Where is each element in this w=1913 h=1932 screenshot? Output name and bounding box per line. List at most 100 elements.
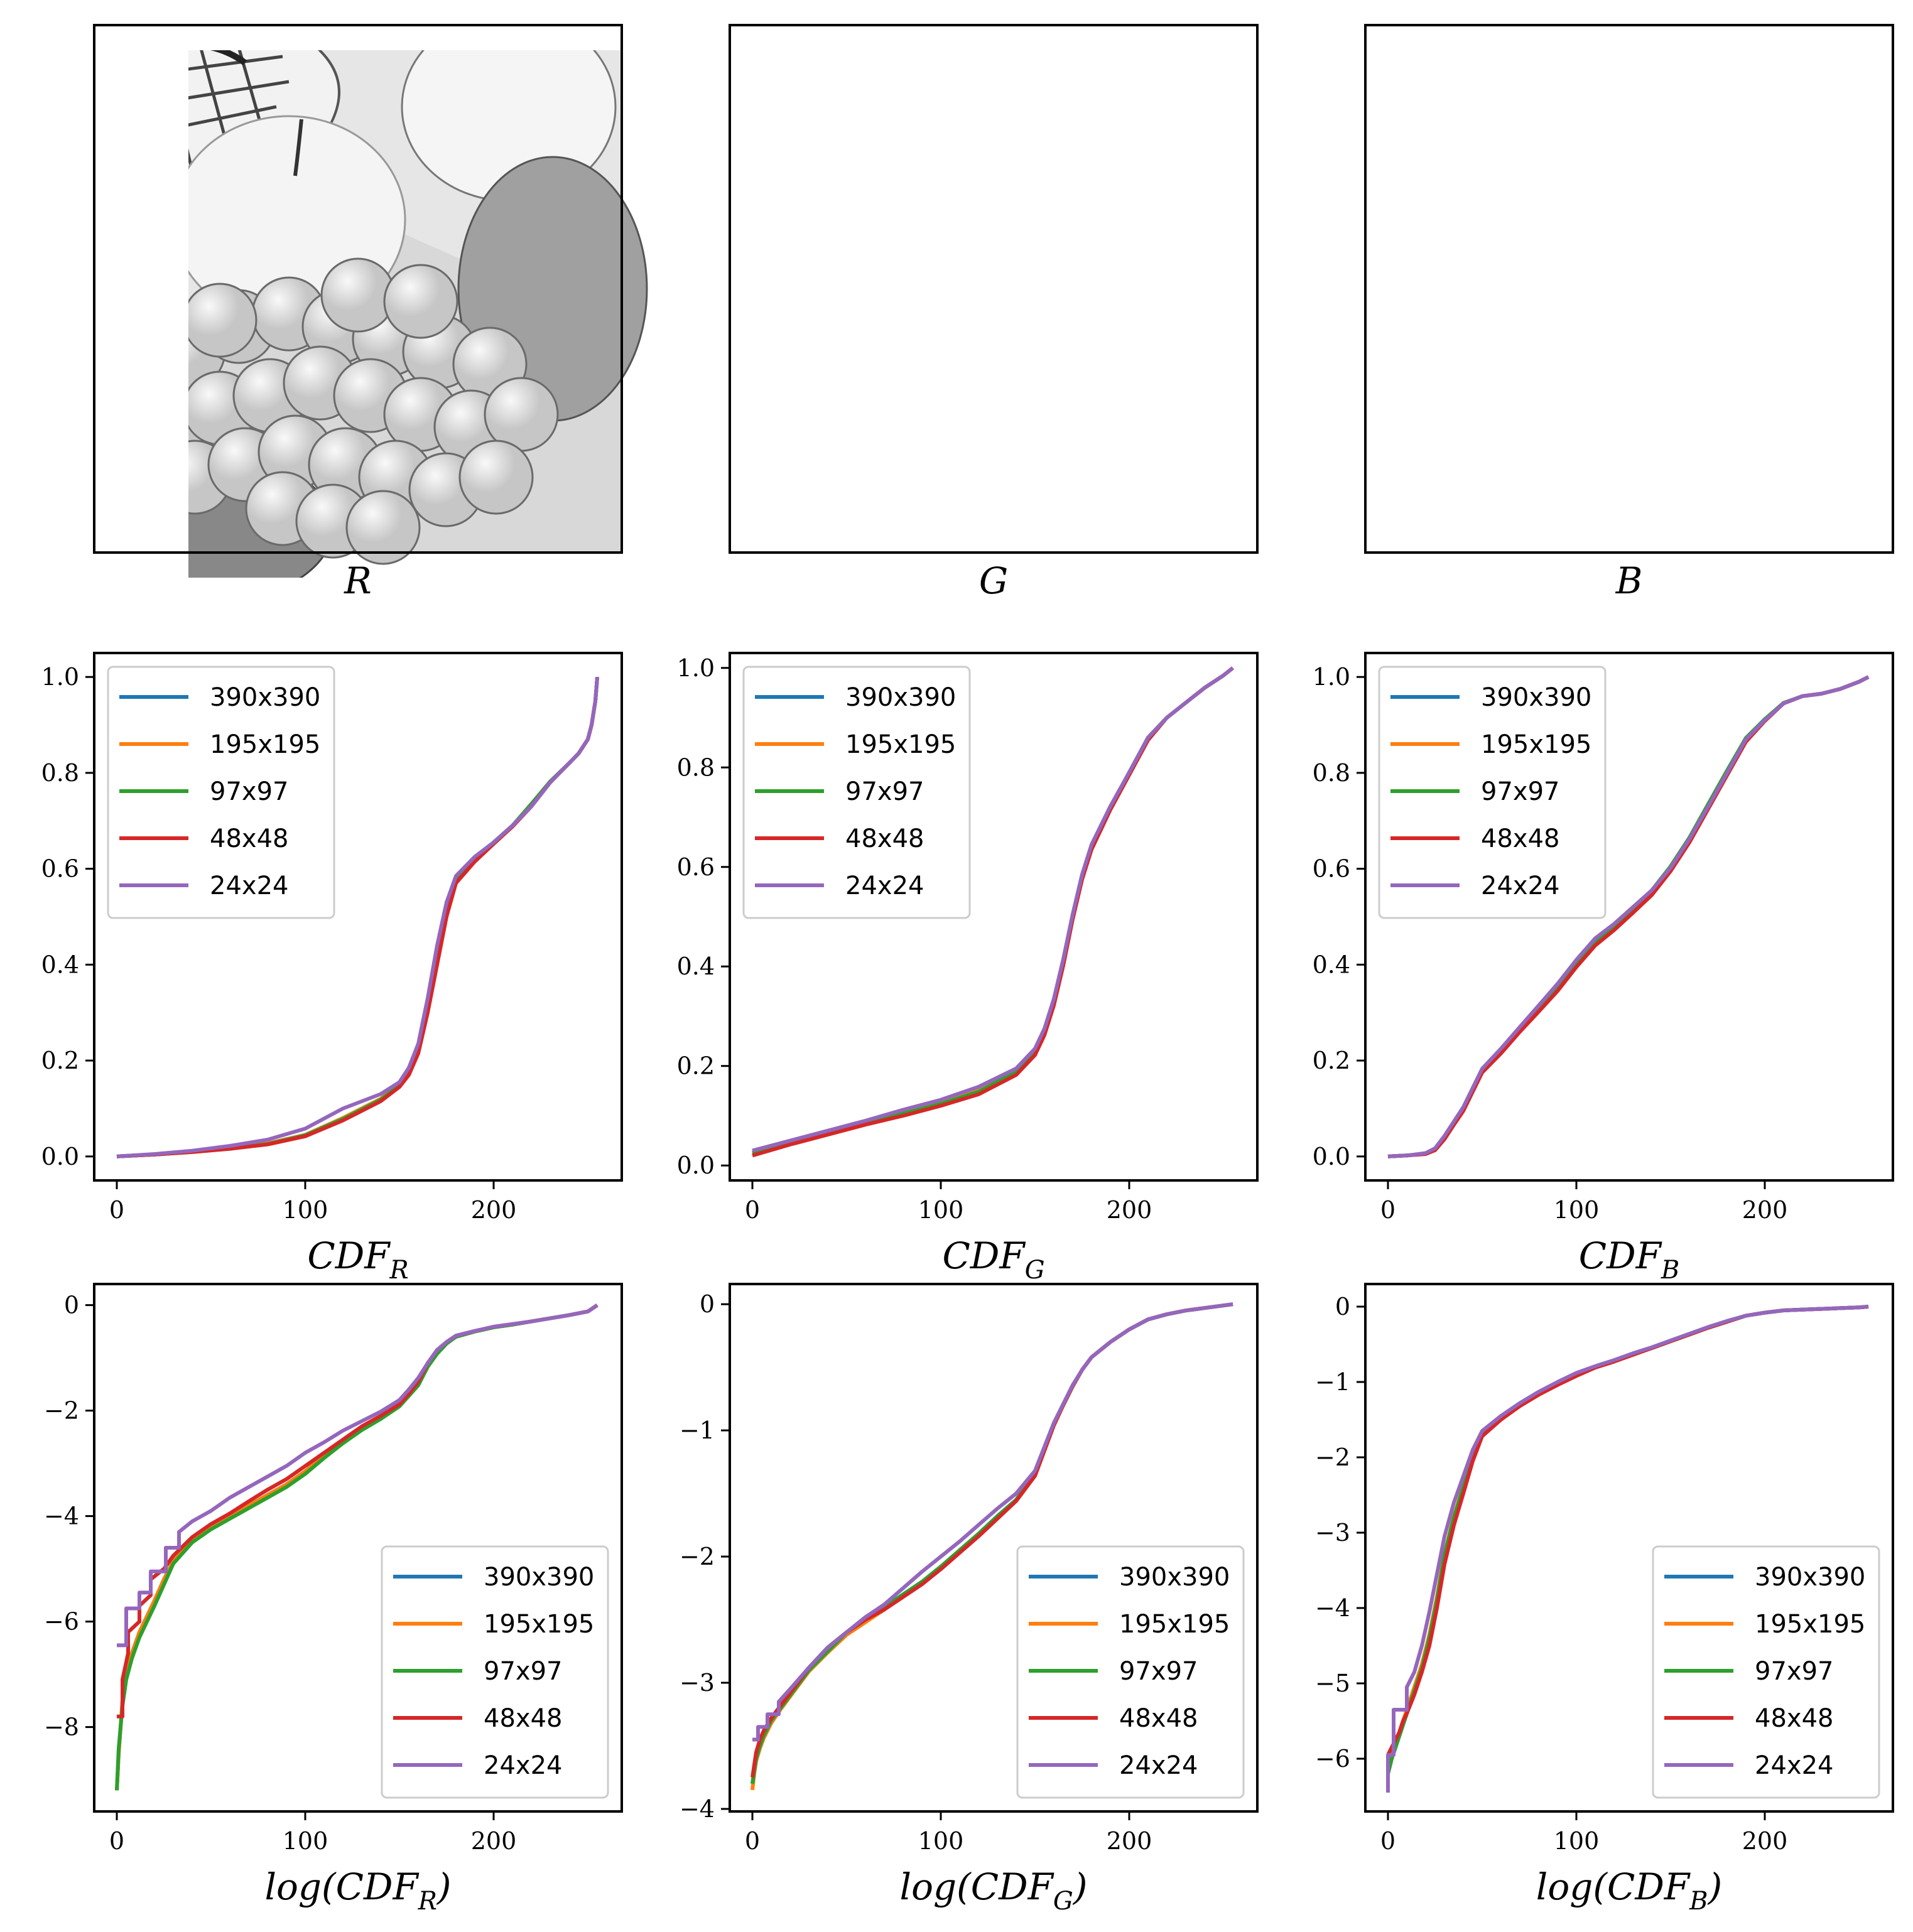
grape-5 <box>1624 303 1697 375</box>
image-panel-r <box>188 50 648 578</box>
y-tick-label: 1.0 <box>1313 663 1350 691</box>
legend-label-195x195: 195x195 <box>210 730 320 759</box>
legend-label-195x195: 195x195 <box>1119 1610 1230 1639</box>
x-axis-label: CDFG <box>942 1234 1044 1285</box>
x-tick-label: 100 <box>283 1196 328 1224</box>
grape-22 <box>1095 441 1168 514</box>
grape-highlight-5 <box>990 304 1060 374</box>
y-tick-label: 0.6 <box>41 855 79 883</box>
grape-highlight-21 <box>1682 455 1752 525</box>
legend-label-24x24: 24x24 <box>1755 1751 1833 1780</box>
y-tick-label: 1.0 <box>677 654 715 682</box>
grape-13 <box>1020 378 1093 451</box>
chart-log-cdf-b: 0 100 200 0 −1 −2 −3 −4 −5 −6 log(CDFB) 390x390 195x… <box>1315 1283 1894 1916</box>
grape-24 <box>932 485 1005 558</box>
channel-images: R G B <box>93 24 1894 602</box>
x-axis-label: log(CDFG) <box>900 1865 1088 1916</box>
x-tick-label: 100 <box>918 1827 964 1855</box>
x-axis-label: CDFR <box>307 1234 408 1285</box>
y-tick-label: −8 <box>44 1713 79 1741</box>
grape-highlight-6 <box>1040 316 1110 387</box>
legend-label-195x195: 195x195 <box>845 730 956 759</box>
y-tick-label: 0 <box>1335 1293 1350 1320</box>
grape-10 <box>869 359 942 432</box>
plot-frame <box>93 1283 623 1813</box>
legend: 390x390 195x195 97x97 48x48 24x24 <box>381 1545 609 1799</box>
grape-6 <box>1039 315 1112 388</box>
legend-label-390x390: 390x390 <box>845 683 956 712</box>
grape-5 <box>989 303 1061 375</box>
legend-label-97x97: 97x97 <box>1755 1657 1833 1686</box>
grape-12 <box>1605 359 1678 432</box>
grape-24 <box>1568 485 1640 558</box>
y-tick-label: 0.2 <box>677 1052 715 1080</box>
x-axis-label: log(CDFR) <box>264 1865 451 1916</box>
x-tick-label: 100 <box>918 1196 964 1224</box>
grape-2 <box>1473 290 1546 363</box>
chart-log-cdf-r: 0 100 200 0 −2 −4 −6 −8 log(CDFR) 390x390 195x195 9… <box>44 1283 623 1916</box>
grape-highlight-18 <box>1531 417 1601 487</box>
legend-label-48x48: 48x48 <box>484 1704 562 1733</box>
grape-14 <box>1706 391 1779 463</box>
plot-frame <box>1364 1283 1894 1813</box>
image-label-r: R <box>344 559 372 602</box>
grape-15 <box>1756 378 1829 451</box>
grape-highlight-28 <box>1021 266 1092 337</box>
grape-16 <box>794 441 867 514</box>
x-tick-label: 200 <box>1742 1827 1788 1855</box>
grape-4 <box>1574 290 1647 363</box>
grape-20 <box>995 441 1068 514</box>
legend-label-24x24: 24x24 <box>1119 1751 1198 1780</box>
x-tick-label: 0 <box>109 1196 124 1224</box>
grape-highlight-26 <box>188 285 255 355</box>
grape-highlight-21 <box>1046 455 1117 525</box>
y-tick-label: 0.2 <box>1313 1047 1350 1074</box>
grape-highlight-2 <box>839 291 909 362</box>
x-tick-label: 0 <box>745 1196 760 1224</box>
grape-highlight-9 <box>1456 373 1526 443</box>
grape-3 <box>888 278 961 350</box>
y-tick-label: −6 <box>44 1608 79 1636</box>
grape-22 <box>1731 441 1804 514</box>
grape-highlight-27 <box>323 260 393 330</box>
grape-highlight-12 <box>971 360 1041 431</box>
series-line-24x24 <box>1386 1305 1869 1793</box>
grape-18 <box>1530 416 1603 488</box>
grape-highlight-24 <box>1569 486 1639 556</box>
grape-highlight-13 <box>1657 379 1727 450</box>
legend-box <box>1378 666 1607 919</box>
grape-17 <box>1480 428 1553 501</box>
grape-highlight-14 <box>1707 392 1777 462</box>
chart-cdf-r: 0 100 200 0.0 0.2 0.4 0.6 0.8 1.0 CDFR 390x390 195x… <box>41 652 623 1285</box>
grape-19 <box>945 428 1017 501</box>
grape-highlight-9 <box>820 373 891 443</box>
grape-9 <box>1455 372 1527 445</box>
x-tick-label: 0 <box>1380 1196 1395 1224</box>
grape-7 <box>1725 328 1797 401</box>
chart-cdf-g: 0 100 200 0.0 0.2 0.4 0.6 0.8 1.0 CDFG 390x390 195x… <box>677 652 1259 1285</box>
grape-highlight-4 <box>940 291 1010 362</box>
grape-highlight-26 <box>1456 285 1526 355</box>
grapes-b <box>1379 259 1829 564</box>
legend: 390x390 195x195 97x97 48x48 24x24 <box>1378 666 1607 919</box>
grape-highlight-6 <box>1676 316 1746 387</box>
grape-highlight-25 <box>348 492 418 563</box>
y-tick-label: −4 <box>680 1795 715 1823</box>
grape-highlight-1 <box>1424 316 1495 387</box>
grape-highlight-1 <box>789 316 859 387</box>
y-tick-label: −3 <box>680 1669 715 1697</box>
grape-9 <box>819 372 892 445</box>
grape-highlight-17 <box>845 429 916 500</box>
y-tick-label: 0.4 <box>677 953 715 980</box>
series-line-24x24 <box>117 1303 599 1648</box>
x-tick-label: 200 <box>1107 1827 1152 1855</box>
y-tick-label: −2 <box>1315 1444 1350 1471</box>
grape-2 <box>838 290 911 363</box>
legend-label-97x97: 97x97 <box>1481 777 1559 806</box>
series-line-24x24 <box>752 666 1234 1153</box>
grape-7 <box>1089 328 1162 401</box>
image-label-g: G <box>979 559 1008 602</box>
grape-highlight-22 <box>461 442 531 512</box>
grape-highlight-13 <box>1021 379 1092 450</box>
